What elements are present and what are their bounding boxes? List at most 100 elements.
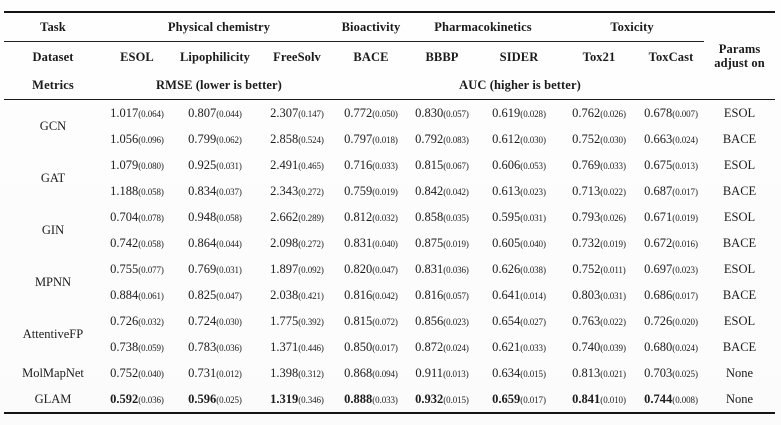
task-group-physical-chemistry: Physical chemistry bbox=[102, 12, 336, 42]
metric-mean: 0.697 bbox=[644, 261, 673, 276]
metric-cell: 0.850(0.017) bbox=[336, 334, 406, 360]
metric-cell: 0.831(0.036) bbox=[406, 256, 478, 282]
metric-cell: 0.672(0.016) bbox=[638, 230, 704, 256]
metric-cell: 2.858(0.524) bbox=[258, 126, 336, 152]
metric-std: (0.008) bbox=[672, 394, 698, 405]
metric-std: (0.036) bbox=[138, 394, 164, 405]
metric-mean: 2.038 bbox=[270, 287, 299, 302]
metric-cell: 0.697(0.023) bbox=[638, 256, 704, 282]
metric-auc-label: AUC (higher is better) bbox=[336, 72, 705, 100]
metric-std: (0.040) bbox=[520, 238, 546, 249]
params-adjust-value: ESOL bbox=[723, 313, 756, 328]
metric-cell: 0.744(0.008) bbox=[638, 386, 704, 413]
metric-cell: 0.626(0.038) bbox=[478, 256, 560, 282]
metric-mean: 0.641 bbox=[492, 287, 521, 302]
metric-cell: 0.868(0.094) bbox=[336, 360, 406, 386]
metric-std: (0.013) bbox=[443, 368, 469, 379]
metric-std: (0.023) bbox=[520, 186, 546, 197]
metric-mean: 0.675 bbox=[644, 157, 673, 172]
params-adjust-value: None bbox=[725, 391, 754, 406]
metric-std: (0.047) bbox=[372, 264, 398, 275]
metric-cell: 0.605(0.040) bbox=[478, 230, 560, 256]
metric-mean: 0.772 bbox=[344, 105, 373, 120]
metric-cell: 0.738(0.059) bbox=[102, 334, 172, 360]
metric-mean: 0.613 bbox=[492, 183, 521, 198]
metric-mean: 0.724 bbox=[188, 313, 217, 328]
metric-cell: 0.830(0.057) bbox=[406, 100, 478, 127]
metric-cell: 1.188(0.058) bbox=[102, 178, 172, 204]
metric-cell: 0.888(0.033) bbox=[336, 386, 406, 413]
metric-std: (0.062) bbox=[216, 134, 242, 145]
metric-std: (0.015) bbox=[443, 394, 469, 405]
metric-std: (0.346) bbox=[298, 394, 324, 405]
metric-cell: 0.596(0.025) bbox=[172, 386, 258, 413]
metric-std: (0.465) bbox=[298, 160, 324, 171]
metric-cell: 0.842(0.042) bbox=[406, 178, 478, 204]
metric-std: (0.037) bbox=[216, 186, 242, 197]
metric-mean: 0.680 bbox=[644, 339, 673, 354]
metric-mean: 1.319 bbox=[270, 391, 299, 406]
task-group-toxicity: Toxicity bbox=[560, 12, 705, 42]
metric-std: (0.392) bbox=[298, 316, 324, 327]
benchmark-results-table: Task Physical chemistry Bioactivity Phar… bbox=[4, 11, 776, 414]
metric-mean: 1.056 bbox=[110, 131, 139, 146]
metric-cell: 0.815(0.067) bbox=[406, 152, 478, 178]
metric-std: (0.031) bbox=[520, 212, 546, 223]
metric-std: (0.080) bbox=[138, 160, 164, 171]
dataset-header-label: Dataset bbox=[32, 49, 74, 64]
metric-cell: 0.812(0.032) bbox=[336, 204, 406, 230]
metric-cell: 0.769(0.033) bbox=[560, 152, 638, 178]
metric-mean: 0.596 bbox=[188, 391, 217, 406]
metric-cell: 0.686(0.017) bbox=[638, 282, 704, 308]
metric-mean: 0.659 bbox=[492, 391, 521, 406]
metric-mean: 0.911 bbox=[415, 365, 444, 380]
metric-std: (0.289) bbox=[298, 212, 324, 223]
metric-cell: 1.056(0.096) bbox=[102, 126, 172, 152]
metric-cell: 0.816(0.057) bbox=[406, 282, 478, 308]
metric-cell: 0.752(0.011) bbox=[560, 256, 638, 282]
metric-mean: 0.612 bbox=[492, 131, 521, 146]
metric-std: (0.022) bbox=[600, 316, 626, 327]
table-row: 0.738(0.059) 0.783(0.036) 1.371(0.446) 0.85… bbox=[4, 334, 775, 360]
metric-cell: 0.740(0.039) bbox=[560, 334, 638, 360]
metric-std: (0.064) bbox=[138, 108, 164, 119]
metric-mean: 0.932 bbox=[415, 391, 444, 406]
metric-std: (0.042) bbox=[372, 290, 398, 301]
metric-cell: 0.742(0.058) bbox=[102, 230, 172, 256]
metric-mean: 0.606 bbox=[492, 157, 521, 172]
metric-cell: 0.816(0.042) bbox=[336, 282, 406, 308]
metric-std: (0.036) bbox=[216, 342, 242, 353]
metric-mean: 0.742 bbox=[110, 235, 139, 250]
params-adjust-value: ESOL bbox=[723, 209, 756, 224]
metric-mean: 0.621 bbox=[492, 339, 521, 354]
metric-cell: 0.724(0.030) bbox=[172, 308, 258, 334]
metric-std: (0.012) bbox=[216, 368, 242, 379]
table-row: 1.056(0.096) 0.799(0.062) 2.858(0.524) 0.79… bbox=[4, 126, 775, 152]
task-group-pharmacokinetics: Pharmacokinetics bbox=[406, 12, 561, 42]
task-group-bioactivity: Bioactivity bbox=[336, 12, 406, 42]
metric-std: (0.017) bbox=[520, 394, 546, 405]
metric-cell: 0.793(0.026) bbox=[560, 204, 638, 230]
metric-cell: 0.792(0.083) bbox=[406, 126, 478, 152]
metric-mean: 0.769 bbox=[188, 261, 217, 276]
metric-cell: 1.017(0.064) bbox=[102, 100, 172, 127]
table-row: AttentiveFP 0.726(0.032) 0.724(0.030) 1.775… bbox=[4, 308, 775, 341]
metric-mean: 0.716 bbox=[344, 157, 373, 172]
metric-cell: 0.763(0.022) bbox=[560, 308, 638, 334]
metric-mean: 0.864 bbox=[188, 235, 217, 250]
metric-cell: 0.769(0.031) bbox=[172, 256, 258, 282]
metric-mean: 0.793 bbox=[572, 209, 601, 224]
metric-std: (0.024) bbox=[443, 342, 469, 353]
metric-cell: 0.619(0.028) bbox=[478, 100, 560, 127]
metric-std: (0.059) bbox=[138, 342, 164, 353]
metric-mean: 0.687 bbox=[644, 183, 673, 198]
metric-mean: 1.017 bbox=[110, 105, 139, 120]
metric-cell: 0.687(0.017) bbox=[638, 178, 704, 204]
metric-cell: 1.398(0.312) bbox=[258, 360, 336, 386]
metric-cell: 0.621(0.033) bbox=[478, 334, 560, 360]
params-adjust-on-header: Params adjust on bbox=[704, 12, 776, 100]
metric-mean: 0.834 bbox=[188, 183, 217, 198]
metric-mean: 0.663 bbox=[644, 131, 673, 146]
metric-std: (0.032) bbox=[138, 316, 164, 327]
